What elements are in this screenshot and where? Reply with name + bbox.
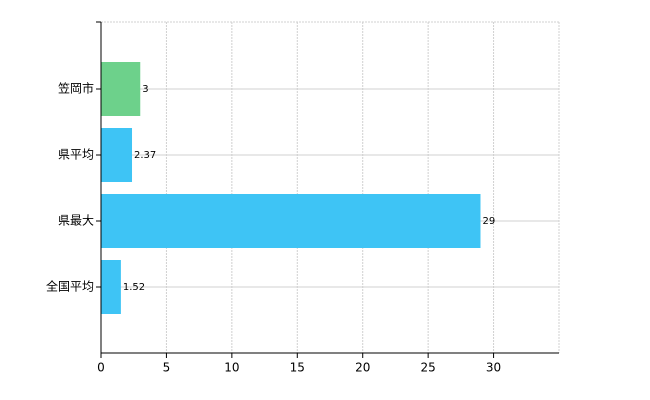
bar: [101, 62, 141, 116]
bar: [101, 194, 481, 248]
data-label: 2.37: [134, 150, 156, 161]
bar: [101, 128, 133, 182]
x-tick-label: 5: [163, 361, 171, 375]
data-label: 29: [482, 216, 495, 227]
x-tick-label: 30: [486, 361, 501, 375]
x-tick-label: 15: [290, 361, 305, 375]
bar: [101, 260, 121, 314]
x-tick-label: 0: [97, 361, 105, 375]
x-tick-label: 25: [421, 361, 436, 375]
data-label: 1.52: [123, 282, 145, 293]
y-tick-label: 県平均: [58, 148, 94, 162]
y-tick-label: 笠岡市: [58, 81, 94, 96]
x-tick-label: 20: [355, 361, 370, 375]
y-tick-label: 全国平均: [46, 279, 94, 294]
data-label: 3: [142, 84, 148, 95]
y-tick-label: 県最大: [58, 214, 94, 228]
x-tick-label: 10: [224, 361, 239, 375]
